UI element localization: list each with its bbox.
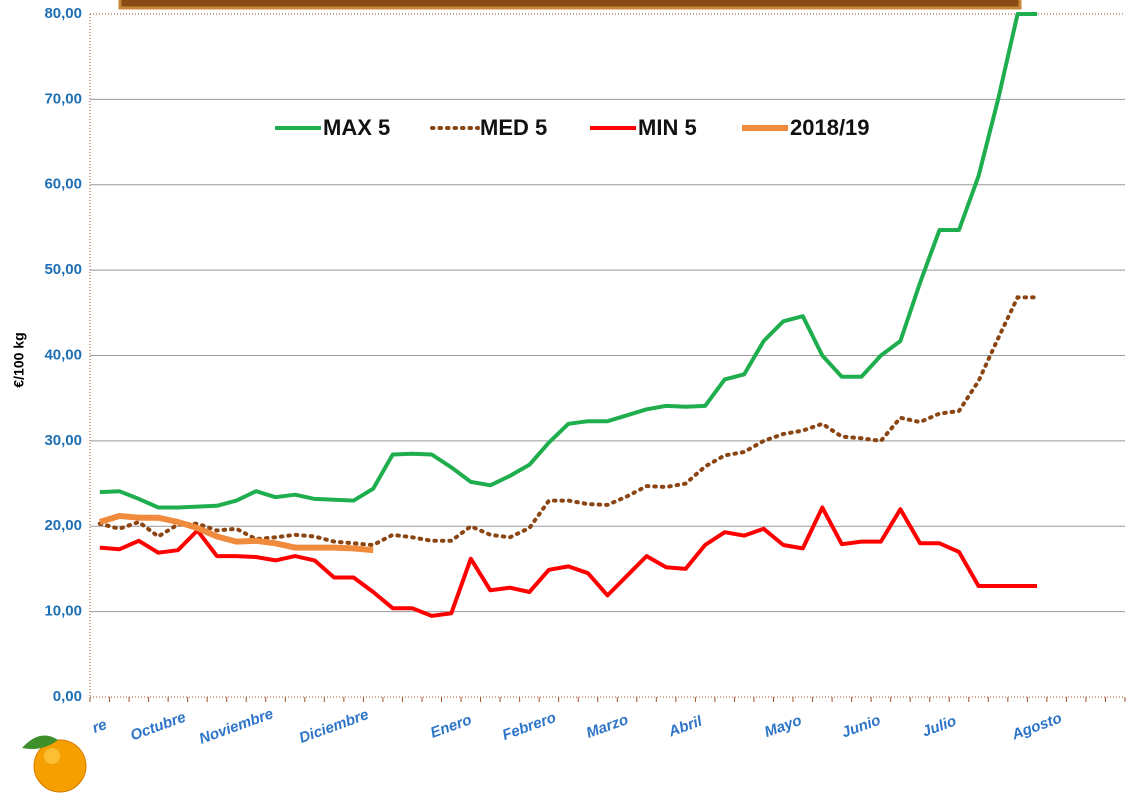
y-axis-label: €/100 kg: [11, 332, 27, 387]
x-tick-label: Enero: [428, 711, 474, 742]
x-tick-label: Mayo: [762, 712, 804, 741]
series-line: [100, 14, 1037, 508]
y-tick-label: 70,00: [44, 90, 82, 107]
x-tick-label: Diciembre: [297, 706, 371, 747]
x-tick-label: Febrero: [500, 709, 558, 744]
x-tick-label: Noviembre: [197, 705, 276, 747]
y-tick-label: 0,00: [53, 688, 82, 705]
x-tick-label: Marzo: [584, 711, 631, 742]
y-tick-label: 50,00: [44, 261, 82, 278]
orange-icon: [22, 736, 86, 793]
series-line: [100, 297, 1037, 545]
series-line: [100, 508, 1037, 616]
y-tick-label: 20,00: [44, 517, 82, 534]
x-tick-label: re: [90, 716, 109, 737]
y-tick-label: 60,00: [44, 176, 82, 193]
legend-label: MAX 5: [323, 115, 390, 140]
x-tick-label: Julio: [920, 713, 959, 741]
chart: €/100 kg 0,00 10,00 20,00 30,00 40,00 50,00 60…: [0, 0, 1127, 796]
y-tick-label: 80,00: [44, 5, 82, 22]
y-tick-label: 10,00: [44, 603, 82, 620]
x-tick-label: Abril: [666, 712, 706, 740]
legend-label: 2018/19: [790, 115, 870, 140]
legend-label: MIN 5: [638, 115, 697, 140]
title-box: [120, 0, 1020, 8]
legend-label: MED 5: [480, 115, 547, 140]
y-tick-label: 30,00: [44, 432, 82, 449]
x-tick-label: Junio: [839, 712, 882, 742]
x-tick-label: Octubre: [128, 709, 188, 745]
y-tick-label: 40,00: [44, 346, 82, 363]
x-tick-label: Agosto: [1009, 710, 1064, 744]
series-line: [100, 516, 373, 550]
